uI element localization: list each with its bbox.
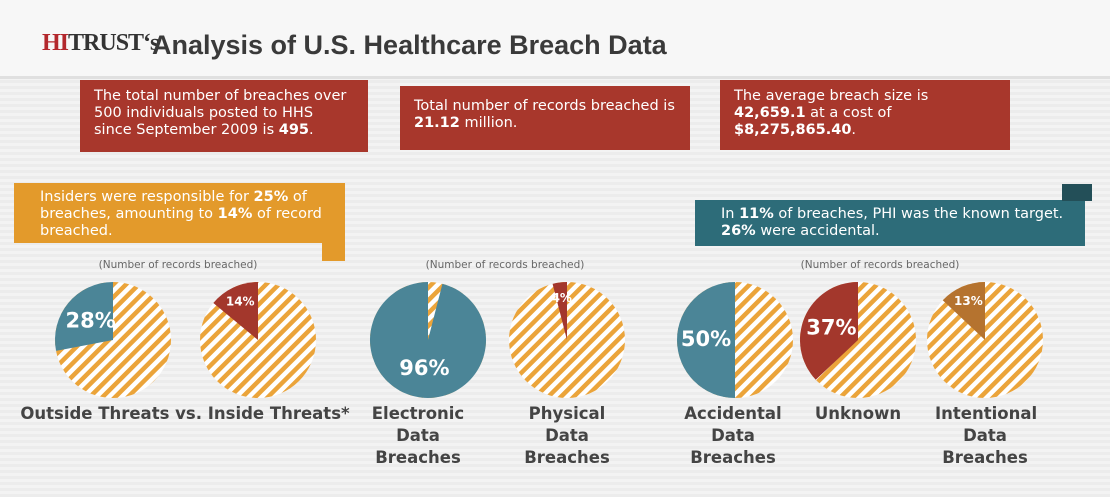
- slice-label: 13%: [954, 294, 983, 308]
- text: of breaches, amounting to: [40, 189, 307, 222]
- pie-slice: [942, 281, 985, 340]
- title: Analysis of U.S. Healthcare Breach Data: [152, 30, 667, 60]
- caption: Unknown: [814, 404, 902, 423]
- pie-slice: [800, 282, 858, 380]
- text: Total number of records breached is: [414, 98, 675, 114]
- text: .: [851, 122, 857, 138]
- header: HITRUST‘s Analysis of U.S. Healthcare Br…: [0, 0, 1110, 79]
- text: million.: [459, 115, 518, 131]
- pie-slice: [552, 282, 567, 340]
- bold-text: 21.12: [414, 115, 460, 131]
- caption: Outside Threats vs. Inside Threats*: [20, 404, 350, 423]
- note: (Number of records breached): [98, 259, 258, 271]
- logo-part: TRUST: [68, 30, 144, 56]
- text: The average breach size is: [734, 88, 929, 104]
- text: .: [309, 122, 314, 138]
- note: (Number of records breached): [425, 259, 585, 271]
- banner: In 11% of breaches, PHI was the known ta…: [695, 200, 1085, 246]
- text: The total number of breaches over 500 in…: [94, 88, 347, 138]
- bold-text: 42,659.1: [734, 105, 806, 121]
- text: of records breached.: [40, 206, 330, 239]
- bold-text: 11%: [739, 206, 774, 222]
- text: at a cost of: [805, 105, 892, 121]
- banner-fold: [322, 205, 345, 261]
- caption: Electronic Data Breaches: [371, 404, 465, 467]
- text: were accidental.: [755, 223, 880, 239]
- fact-box: Total number of records breached is 21.1…: [400, 86, 690, 150]
- fact-box: The total number of breaches over 500 in…: [80, 80, 368, 152]
- bold-text: $8,275,865.40: [734, 122, 852, 138]
- bold-text: 495: [278, 122, 310, 138]
- bold-text: 25%: [253, 189, 289, 205]
- logo-part: ‘s: [143, 30, 159, 56]
- pie-slice: [677, 282, 735, 398]
- caption: Accidental Data Breaches: [684, 404, 782, 467]
- pie-slice: [213, 281, 258, 340]
- slice-label: 50%: [681, 327, 731, 351]
- logo-part: HI: [42, 30, 69, 56]
- note: (Number of records breached): [800, 259, 960, 271]
- caption: Intentional Data Breaches: [935, 404, 1038, 467]
- caption: Physical Data Breaches: [524, 404, 610, 467]
- pie-slice: [370, 282, 487, 398]
- text: Insiders were responsible for: [40, 189, 254, 205]
- slice-label: 4%: [552, 291, 572, 305]
- bold-text: 14%: [217, 206, 253, 222]
- banner: Insiders were responsible for 25% of bre…: [14, 183, 345, 243]
- fact-box: The average breach size is 42,659.1 at a…: [720, 80, 1010, 150]
- banner-fold: [1062, 184, 1092, 201]
- slice-label: 37%: [806, 315, 856, 339]
- slice-label: 14%: [226, 295, 255, 309]
- logo: HITRUST‘s: [42, 30, 159, 57]
- slice-label: 96%: [399, 356, 449, 380]
- text: In: [721, 206, 740, 222]
- pie-slice: [55, 282, 113, 351]
- slice-label: 28%: [66, 309, 116, 333]
- text: of breaches, PHI was the known target.: [773, 206, 1064, 222]
- bold-text: 26%: [721, 223, 756, 239]
